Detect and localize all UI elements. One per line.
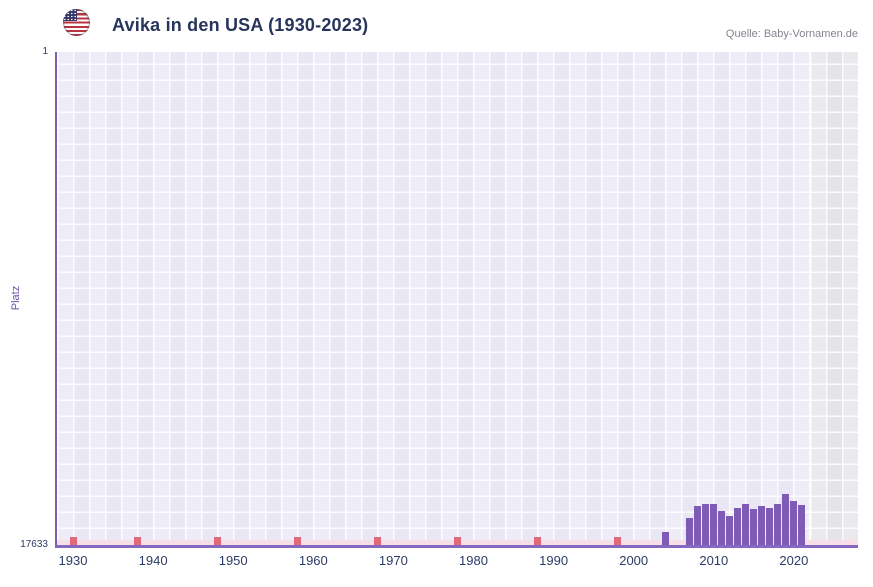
y-axis-title: Platz bbox=[10, 285, 22, 311]
rare-occurrence-mark[interactable] bbox=[293, 537, 301, 545]
y-axis-max-label: 1 bbox=[42, 46, 48, 57]
x-tick-label: 2010 bbox=[699, 553, 729, 568]
x-axis-labels: 1930 1940 1950 1960 1970 1980 1990 2000 2010 2020 bbox=[57, 553, 858, 573]
rank-bar[interactable] bbox=[662, 531, 670, 545]
rare-occurrence-mark[interactable] bbox=[69, 537, 77, 545]
rank-bar[interactable] bbox=[758, 506, 766, 545]
x-tick-label: 1980 bbox=[459, 553, 488, 568]
x-tick-label: 2020 bbox=[779, 553, 809, 568]
x-tick-label: 1950 bbox=[218, 553, 248, 568]
rare-occurrence-mark[interactable] bbox=[534, 537, 542, 545]
rank-bar[interactable] bbox=[766, 507, 774, 545]
us-flag-canton bbox=[63, 9, 77, 21]
rank-bar[interactable] bbox=[718, 510, 726, 545]
rank-bar[interactable] bbox=[686, 517, 694, 545]
rank-bar[interactable] bbox=[734, 507, 742, 545]
rank-bar[interactable] bbox=[782, 493, 790, 545]
x-axis-line bbox=[55, 545, 858, 548]
rank-bar[interactable] bbox=[742, 503, 750, 545]
rare-occurrence-mark[interactable] bbox=[213, 537, 221, 545]
rank-bar[interactable] bbox=[798, 504, 806, 545]
us-flag-icon bbox=[63, 9, 90, 36]
x-tick-label: 1990 bbox=[539, 553, 569, 568]
rank-bar[interactable] bbox=[774, 503, 782, 545]
x-tick-label: 1940 bbox=[138, 553, 168, 568]
rare-occurrence-mark[interactable] bbox=[614, 537, 622, 545]
plot-area bbox=[57, 52, 858, 545]
rare-occurrence-mark[interactable] bbox=[454, 537, 461, 545]
rank-bar[interactable] bbox=[726, 516, 734, 545]
x-tick-label: 1970 bbox=[378, 553, 408, 568]
rare-occurrence-mark[interactable] bbox=[373, 537, 381, 545]
rank-bar[interactable] bbox=[710, 503, 718, 545]
rank-bar[interactable] bbox=[790, 500, 798, 545]
x-tick-label: 2000 bbox=[619, 553, 649, 568]
y-axis-min-label: 17633 bbox=[20, 539, 48, 550]
x-tick-label: 1930 bbox=[58, 553, 88, 568]
rank-bar[interactable] bbox=[702, 503, 710, 545]
rare-occurrence-mark[interactable] bbox=[133, 537, 141, 545]
page-title: Avika in den USA (1930-2023) bbox=[112, 15, 369, 35]
x-tick-label: 1960 bbox=[298, 553, 328, 568]
no-data-region bbox=[809, 52, 858, 545]
source-credit: Quelle: Baby-Vornamen.de bbox=[725, 28, 858, 40]
y-axis-line bbox=[55, 52, 57, 548]
rank-bar[interactable] bbox=[694, 506, 702, 545]
rank-bar[interactable] bbox=[750, 509, 758, 545]
